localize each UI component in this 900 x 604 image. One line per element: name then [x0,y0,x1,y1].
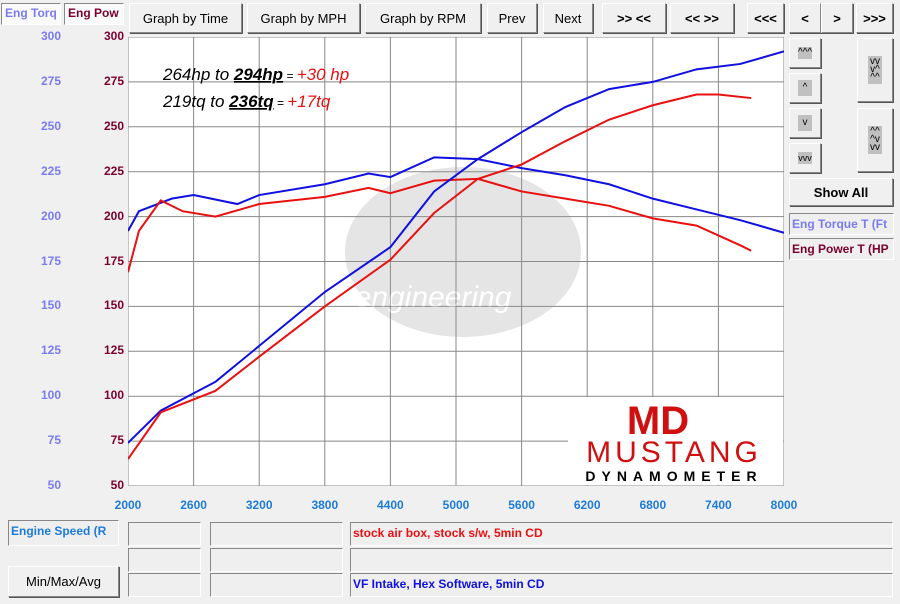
torque-y-tick-label: 300 [40,29,61,43]
compress-chevrons-icon: vvv^^^ [868,56,882,84]
torque-y-tick-label: 175 [40,253,61,268]
tq-gain-annotation: 219tq to 236tq = +17tq [162,92,331,111]
torque-y-tick-label: 50 [47,478,61,492]
zoom-in-button[interactable]: >> << [602,3,666,33]
scroll-left-button[interactable]: < [789,3,821,33]
tab-eng-torque[interactable]: Eng Torq [1,3,61,25]
power-y-tick-label: 75 [110,433,124,448]
legend-torque[interactable]: Eng Torque T (Ft [789,213,894,235]
run-1-description[interactable]: stock air box, stock s/w, 5min CD [350,522,893,546]
power-y-tick-label: 250 [103,118,124,133]
x-axis-channel-label[interactable]: Engine Speed (R [8,520,119,546]
legend-power[interactable]: Eng Power T (HP [789,238,894,260]
value-cell [128,548,201,572]
torque-y-tick-label: 75 [47,433,61,448]
torque-y-tick-label: 125 [40,343,61,358]
svg-text:MD: MD [627,399,689,443]
torque-y-tick-label: 225 [40,163,61,178]
expand-chevrons-icon: ^^^vvv [868,126,882,154]
torque-y-tick-label: 150 [40,298,61,313]
vf-watermark: engineering [345,167,581,337]
scale-up-button[interactable]: ^ [789,73,821,103]
power-y-tick-label: 175 [103,253,124,268]
graph-by-time-button[interactable]: Graph by Time [129,3,242,33]
x-tick-label: 5000 [442,498,470,512]
expand-scale-button[interactable]: ^^^vvv [857,108,893,172]
triple-chevron-up-icon: ^^^ [798,47,813,59]
chevron-up-icon: ^ [798,80,812,96]
series-stock-power [128,93,752,460]
x-tick-label: 3200 [245,498,273,512]
x-tick-label: 5600 [508,498,535,512]
graph-by-rpm-button[interactable]: Graph by RPM [365,3,481,33]
power-y-tick-label: 100 [103,388,124,403]
zoom-out-button[interactable]: << >> [670,3,734,33]
power-y-tick-label: 200 [103,208,124,223]
x-tick-label: 2600 [180,498,207,512]
x-tick-label: 8000 [770,498,798,512]
mustang-dynamometer-logo: MD MUSTANG DYNAMOMETER [568,397,783,485]
scroll-last-button[interactable]: >>> [856,3,893,33]
value-cell [210,548,343,572]
tab-eng-power[interactable]: Eng Pow [64,3,124,25]
x-tick-label: 7400 [705,498,732,512]
compress-scale-button[interactable]: vvv^^^ [857,38,893,102]
scroll-first-button[interactable]: <<< [747,3,784,33]
value-cell [210,522,343,546]
scale-up-fast-button[interactable]: ^^^ [789,38,821,68]
value-cell [128,573,201,597]
scroll-right-button[interactable]: > [821,3,853,33]
x-tick-label: 4400 [377,498,404,512]
x-tick-label: 6800 [639,498,667,512]
power-y-tick-label: 150 [103,298,124,313]
power-y-tick-label: 50 [110,478,124,492]
value-cell [210,573,343,597]
series-stock-torque [128,177,752,273]
svg-text:MUSTANG: MUSTANG [586,436,762,469]
prev-button[interactable]: Prev [487,3,537,33]
scale-down-fast-button[interactable]: vvv [789,143,821,173]
svg-text:DYNAMOMETER: DYNAMOMETER [585,468,762,484]
x-tick-label: 3800 [311,498,339,512]
show-all-button[interactable]: Show All [789,178,893,206]
hp-gain-annotation: 264hp to 294hp = +30 hp [162,65,349,84]
torque-y-tick-label: 250 [40,118,61,133]
next-button[interactable]: Next [543,3,593,33]
x-tick-label: 6200 [573,498,601,512]
min-max-avg-button[interactable]: Min/Max/Avg [8,566,119,597]
scale-down-button[interactable]: v [789,108,821,138]
dyno-chart: engineering 264hp to 294hp = +30 hp 219t… [128,37,784,486]
power-y-tick-label: 300 [103,29,124,43]
torque-y-tick-label: 200 [40,208,61,223]
series-vf-power [128,50,784,444]
triple-chevron-down-icon: vvv [798,152,812,164]
x-tick-label: 2000 [114,498,142,512]
series-vf-torque [128,156,784,234]
run-2-description[interactable]: VF Intake, Hex Software, 5min CD [350,573,893,597]
torque-y-tick-label: 275 [40,73,61,88]
value-cell [128,522,201,546]
torque-y-tick-label: 100 [40,388,61,403]
power-y-tick-label: 225 [103,163,124,178]
power-y-tick-label: 125 [103,343,124,358]
svg-text:engineering: engineering [355,281,512,314]
run-empty-description[interactable] [350,548,893,572]
power-y-tick-label: 275 [103,73,124,88]
graph-by-mph-button[interactable]: Graph by MPH [247,3,360,33]
chevron-down-icon: v [798,115,812,131]
